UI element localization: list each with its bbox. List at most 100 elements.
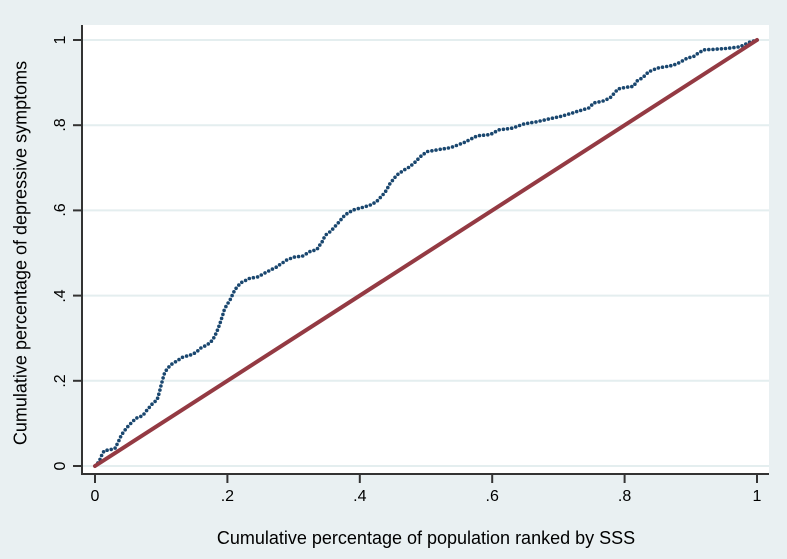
curve-dot xyxy=(128,421,133,426)
curve-dot xyxy=(202,344,207,348)
curve-dot xyxy=(517,123,522,128)
curve-dot xyxy=(157,392,161,397)
curve-dot xyxy=(206,342,211,346)
curve-dot xyxy=(105,448,109,453)
curve-dot xyxy=(611,92,616,96)
curve-dot xyxy=(341,214,346,219)
curve-dot xyxy=(327,230,332,234)
curve-dot xyxy=(218,320,223,325)
curve-dot xyxy=(410,163,414,167)
curve-dot xyxy=(118,435,123,439)
curve-dot xyxy=(413,160,417,164)
curve-dot xyxy=(219,316,224,321)
curve-dot xyxy=(228,297,233,302)
curve-dot xyxy=(639,76,643,81)
curve-dot xyxy=(336,221,341,225)
curve-dot xyxy=(199,346,203,350)
curve-dot xyxy=(416,157,420,161)
curve-dot xyxy=(422,151,427,156)
curve-dot xyxy=(324,232,329,237)
curve-dot xyxy=(368,203,373,207)
curve-dot xyxy=(352,207,357,212)
curve-dot xyxy=(188,353,193,357)
curve-dot xyxy=(578,108,583,113)
curve-dot xyxy=(383,189,388,193)
curve-dot xyxy=(381,192,385,197)
y-axis-title: Cumulative percentage of depressive symp… xyxy=(10,60,31,446)
curve-dot xyxy=(470,136,474,141)
curve-dot xyxy=(723,46,728,51)
curve-dot xyxy=(669,63,673,68)
curve-dot xyxy=(270,267,275,271)
curve-dot xyxy=(419,154,423,158)
y-tick-label: .6 xyxy=(52,203,69,218)
curve-dot xyxy=(390,178,395,183)
curve-dot xyxy=(719,47,724,51)
curve-dot xyxy=(356,206,361,211)
curve-dot xyxy=(167,365,171,369)
curve-dot xyxy=(633,82,637,86)
curve-dot xyxy=(642,74,646,78)
curve-dot xyxy=(215,328,220,333)
curve-dot xyxy=(158,388,162,392)
curve-dot xyxy=(155,396,160,401)
curve-dot xyxy=(212,336,216,340)
curve-dot xyxy=(333,224,338,228)
curve-dot xyxy=(120,431,125,436)
curve-dot xyxy=(493,129,498,134)
curve-dot xyxy=(364,204,369,209)
curve-dot xyxy=(170,362,174,366)
curve-dot xyxy=(173,360,178,364)
curve-dot xyxy=(458,142,463,146)
curve-dot xyxy=(312,248,316,253)
curve-dot xyxy=(221,312,225,317)
curve-dot xyxy=(702,48,707,52)
curve-dot xyxy=(300,254,305,258)
curve-dot xyxy=(593,100,597,105)
curve-dot xyxy=(736,45,740,49)
curve-dot xyxy=(162,372,167,376)
curve-dot xyxy=(142,412,146,416)
curve-dot xyxy=(237,283,241,287)
curve-dot xyxy=(388,182,392,186)
curve-dot xyxy=(304,252,309,256)
curve-dot xyxy=(399,170,404,174)
curve-dot xyxy=(226,301,230,305)
y-tick-label: .8 xyxy=(52,118,69,132)
curve-dot xyxy=(707,47,711,52)
curve-dot xyxy=(542,118,546,122)
curve-dot xyxy=(608,95,613,100)
curve-dot xyxy=(546,117,551,121)
curve-dot xyxy=(554,115,559,120)
curve-dot xyxy=(251,275,256,280)
curve-dot xyxy=(715,47,719,51)
curve-dot xyxy=(375,198,380,203)
y-tick-label: .4 xyxy=(52,288,69,303)
curve-dot xyxy=(255,275,260,279)
curve-dot xyxy=(406,165,411,170)
curve-dot xyxy=(645,71,649,75)
curve-dot xyxy=(243,278,248,283)
curve-dot xyxy=(625,85,630,89)
curve-dot xyxy=(101,450,106,454)
concentration-curve-dots xyxy=(93,38,759,468)
x-tick-label: .4 xyxy=(353,488,367,505)
y-tick-label: .2 xyxy=(52,374,69,388)
curve-dot xyxy=(462,140,467,145)
curve-dot xyxy=(630,84,634,89)
curve-dot xyxy=(284,258,289,262)
curve-dot xyxy=(330,227,335,231)
curve-dot xyxy=(699,49,703,54)
curve-dot xyxy=(234,286,238,291)
curve-dot xyxy=(446,146,451,150)
curve-dot xyxy=(177,357,181,362)
curve-dot xyxy=(473,134,478,139)
curve-dot xyxy=(538,119,542,123)
y-tick-label: 1 xyxy=(52,35,69,45)
curve-dot xyxy=(196,349,200,353)
curve-dot xyxy=(164,368,169,373)
curve-dot xyxy=(135,416,139,420)
curve-dot xyxy=(263,271,267,275)
curve-dot xyxy=(296,254,301,259)
x-tick-label: .2 xyxy=(220,488,235,505)
